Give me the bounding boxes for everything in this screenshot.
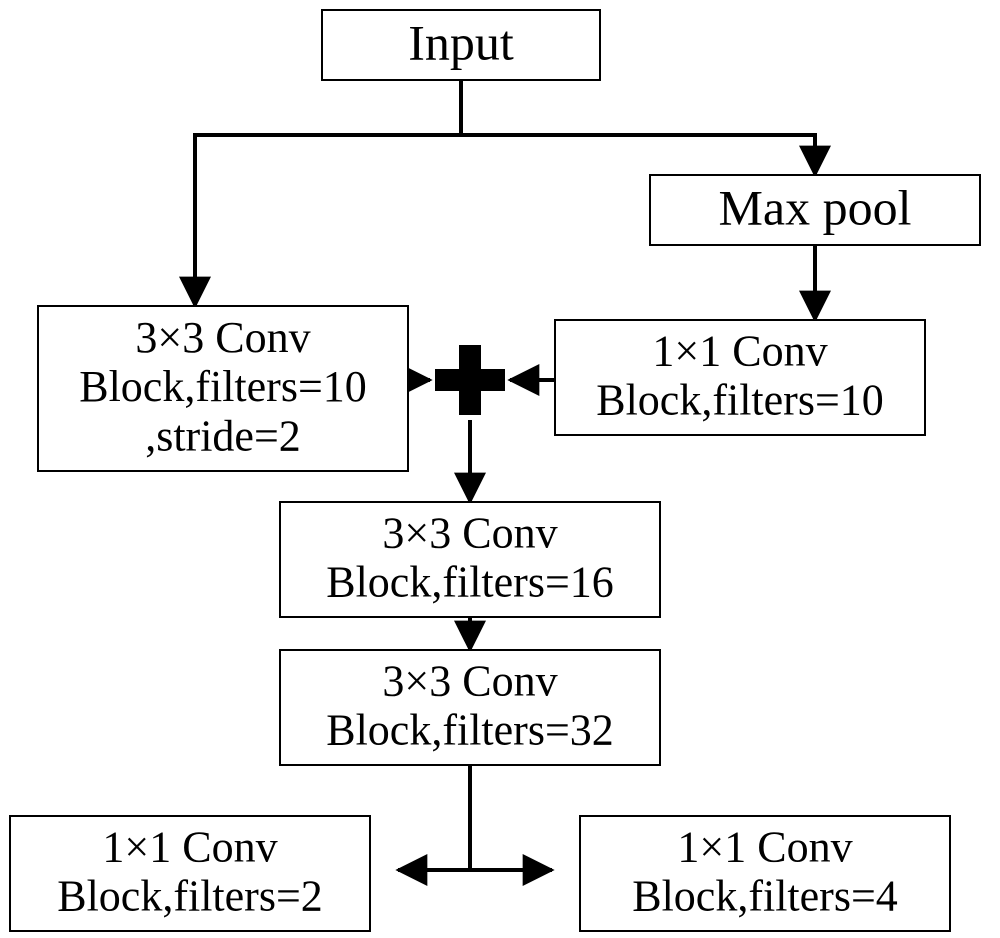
node-conv1a: 1×1 ConvBlock,filters=10 <box>555 320 925 435</box>
node-conv3a-line0: 3×3 Conv <box>135 313 310 362</box>
node-conv1a-line1: Block,filters=10 <box>596 376 884 425</box>
node-maxpool: Max pool <box>650 175 980 245</box>
edge-split1-maxpool <box>461 135 815 175</box>
node-input: Input <box>322 10 600 80</box>
node-conv1b-line0: 1×1 Conv <box>102 822 277 871</box>
node-conv3a: 3×3 ConvBlock,filters=10,stride=2 <box>38 306 408 471</box>
flowchart-canvas: InputMax pool3×3 ConvBlock,filters=10,st… <box>0 0 1000 938</box>
node-conv1c: 1×1 ConvBlock,filters=4 <box>580 816 950 931</box>
node-conv3b-line0: 3×3 Conv <box>382 508 557 557</box>
node-input-line0: Input <box>408 14 514 70</box>
node-conv1c-line0: 1×1 Conv <box>677 822 852 871</box>
node-conv3c-line1: Block,filters=32 <box>326 706 614 755</box>
node-conv1b-line1: Block,filters=2 <box>57 872 323 921</box>
node-conv3c-line0: 3×3 Conv <box>382 656 557 705</box>
node-conv1b: 1×1 ConvBlock,filters=2 <box>10 816 370 931</box>
node-conv1a-line0: 1×1 Conv <box>652 326 827 375</box>
plus-icon <box>435 345 505 415</box>
node-conv3b: 3×3 ConvBlock,filters=16 <box>280 502 660 617</box>
node-conv3a-line1: Block,filters=10 <box>79 362 367 411</box>
edge-split1-conv3a <box>195 135 461 306</box>
node-maxpool-line0: Max pool <box>718 179 911 235</box>
node-conv3a-line2: ,stride=2 <box>145 411 301 460</box>
node-conv1c-line1: Block,filters=4 <box>632 872 898 921</box>
node-conv3c: 3×3 ConvBlock,filters=32 <box>280 650 660 765</box>
node-conv3b-line1: Block,filters=16 <box>326 558 614 607</box>
